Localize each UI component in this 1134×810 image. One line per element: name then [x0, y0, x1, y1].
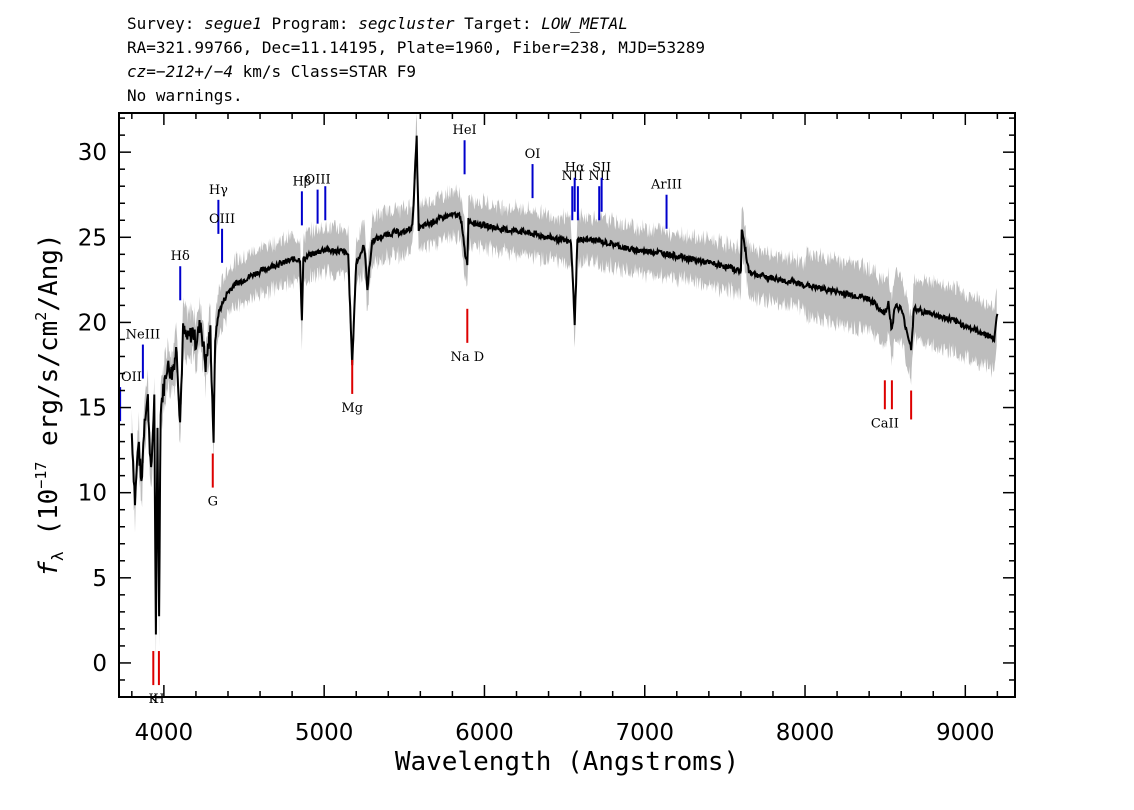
x-axis-ticks: 4000 5000 6000 7000 8000 9000	[131, 113, 999, 746]
y-axis-title: fλ (10−17 erg/s/cm2/Ang)	[32, 233, 67, 576]
program-value: segcluster	[358, 14, 455, 33]
emission-line-label: NII	[588, 169, 610, 184]
plot-frame	[118, 112, 1016, 698]
x-tick-label: 8000	[776, 720, 835, 746]
y-tick-label: 30	[78, 140, 107, 166]
absorption-line-label: Na D	[450, 350, 484, 365]
absorption-line-label: Mg	[341, 401, 363, 416]
emission-line-label: Hβ	[292, 174, 311, 189]
y-tick-label: 0	[92, 651, 107, 677]
error-band	[131, 113, 997, 664]
survey-value: segue1	[204, 14, 262, 33]
redshift-value: cz=−212+/−4	[127, 62, 233, 81]
spectral-line-markers: OIINeIIIHδHγOIIIHβOIIIHeIOINIIHαNIISIIAr…	[119, 123, 913, 707]
x-tick-label: 6000	[455, 720, 514, 746]
header-line-4: No warnings.	[127, 86, 243, 105]
x-tick-label: 4000	[135, 720, 194, 746]
emission-line-label: OIII	[209, 212, 235, 227]
header-line-1: Survey: segue1 Program: segcluster Targe…	[127, 14, 628, 33]
emission-line-label: ArIII	[650, 178, 682, 193]
y-axis-ticks: 0 5 10 15 20 25 30	[78, 117, 1015, 681]
emission-line-label: OI	[525, 147, 541, 162]
x-tick-label: 7000	[615, 720, 674, 746]
header-line-2: RA=321.99766, Dec=11.14195, Plate=1960, …	[127, 38, 705, 57]
header-line-3: cz=−212+/−4 km/s Class=STAR F9	[127, 62, 416, 81]
y-tick-label: 25	[78, 225, 107, 251]
y-tick-label: 10	[78, 481, 107, 507]
absorption-line-label: G	[208, 495, 218, 510]
emission-line-label: HeI	[452, 123, 476, 138]
absorption-line-label: CaII	[871, 416, 899, 431]
absorption-line-label: K	[148, 692, 158, 707]
x-tick-label: 9000	[936, 720, 995, 746]
class-value: km/s Class=STAR F9	[232, 62, 416, 81]
emission-line-label: OII	[121, 370, 142, 385]
emission-line-label: OIII	[305, 173, 331, 188]
x-tick-label: 5000	[295, 720, 354, 746]
y-tick-label: 15	[78, 396, 107, 422]
emission-line-label: Hδ	[171, 249, 190, 264]
emission-line-label: NeIII	[126, 328, 160, 343]
emission-line-label: NII	[561, 169, 583, 184]
spectrum-line	[130, 135, 999, 635]
y-tick-label: 5	[92, 566, 107, 592]
emission-line-label: Hγ	[209, 183, 228, 198]
emission-line-label: Hα	[565, 161, 585, 176]
absorption-line-label: H	[153, 692, 164, 707]
emission-line-label: SII	[592, 161, 611, 176]
survey-label: Survey:	[127, 14, 205, 33]
target-value: LOW_METAL	[541, 14, 628, 33]
target-label: Target:	[454, 14, 542, 33]
x-axis-title: Wavelength (Angstroms)	[395, 747, 739, 777]
y-tick-label: 20	[78, 310, 107, 336]
program-label: Program:	[261, 14, 359, 33]
